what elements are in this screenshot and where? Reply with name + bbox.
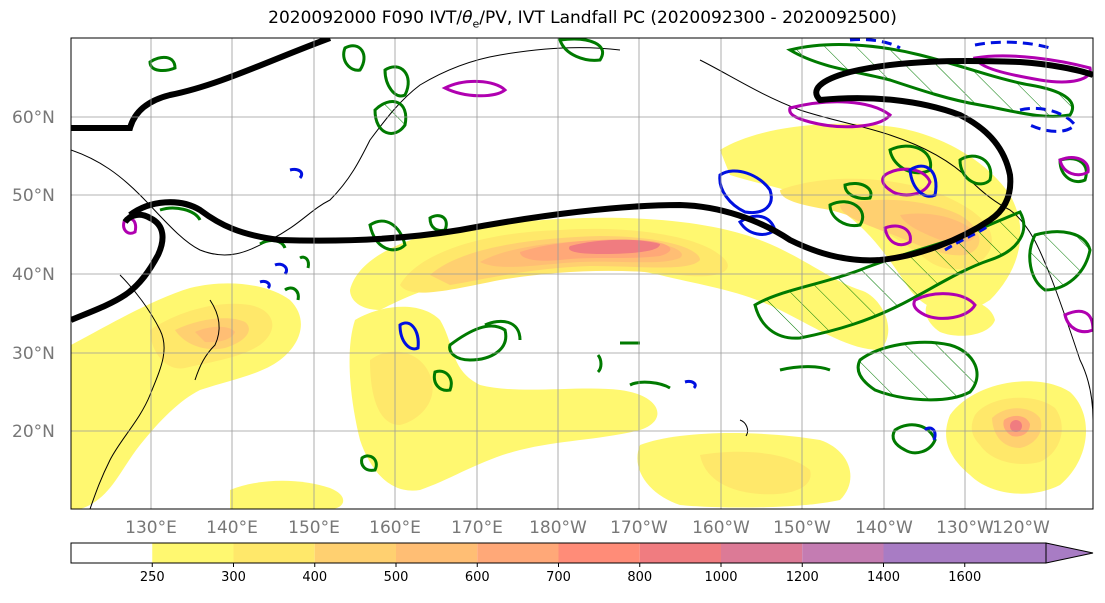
colorbar-tick-label: 250 (140, 570, 165, 585)
colorbar-cell (71, 543, 153, 563)
landfall-contours (71, 38, 1093, 323)
lon-label-180w: 180°W (529, 518, 587, 538)
lon-label-140w: 140°W (855, 518, 913, 538)
colorbar-cell (152, 543, 234, 563)
colorbar: 250 300 400 500 600 700 800 1000 1200 1400 1600 (70, 542, 1094, 585)
lat-label-50n: 50°N (12, 186, 55, 206)
graticule (71, 38, 1093, 509)
coastlines (71, 47, 1093, 509)
lat-label-60n: 60°N (12, 108, 55, 128)
colorbar-tick-label: 1000 (704, 570, 737, 585)
lon-label-170w: 170°W (610, 518, 668, 538)
colorbar-tick-label: 300 (221, 570, 246, 585)
colorbar-tick-label: 1600 (948, 570, 981, 585)
lon-label-120w: 120°W (992, 518, 1050, 538)
colorbar-cell (802, 543, 884, 563)
colorbar-cell (477, 543, 559, 563)
colorbar-tick-label: 1400 (867, 570, 900, 585)
colorbar-cell (721, 543, 803, 563)
lon-label-150e: 150°E (288, 518, 340, 538)
colorbar-tick-label: 1200 (786, 570, 819, 585)
lon-label-130w: 130°W (936, 518, 994, 538)
map-title: 2020092000 F090 IVT/θe/PV, IVT Landfall … (268, 8, 897, 31)
longitude-labels: 130°E 140°E 150°E 160°E 170°E 180°W 170°… (125, 518, 1050, 538)
colorbar-tick-label: 500 (384, 570, 409, 585)
latitude-labels: 60°N 50°N 40°N 30°N 20°N (12, 108, 55, 442)
colorbar-cell (558, 543, 640, 563)
colorbar-tick-label: 400 (302, 570, 327, 585)
lat-label-30n: 30°N (12, 344, 55, 364)
lon-label-160e: 160°E (369, 518, 421, 538)
colorbar-cell (396, 543, 478, 563)
colorbar-cell (314, 543, 396, 563)
lon-label-150w: 150°W (773, 518, 831, 538)
map-frame (70, 37, 1094, 510)
colorbar-cell (639, 543, 721, 563)
lon-label-140e: 140°E (206, 518, 258, 538)
lat-label-40n: 40°N (12, 265, 55, 285)
lon-label-170e: 170°E (451, 518, 503, 538)
colorbar-extend-arrow (1045, 542, 1094, 564)
lon-label-130e: 130°E (125, 518, 177, 538)
blue-contours (259, 38, 1077, 441)
ivt-shading-tropical-cyclone (946, 381, 1087, 494)
colorbar-tick-label: 800 (627, 570, 652, 585)
lon-label-160w: 160°W (692, 518, 750, 538)
colorbar-tick-label: 600 (465, 570, 490, 585)
colorbar-cell (883, 543, 1046, 563)
lat-label-20n: 20°N (12, 422, 55, 442)
colorbar-cell (233, 543, 315, 563)
ivt-shading-west-pacific (71, 283, 301, 509)
colorbar-tick-label: 700 (546, 570, 571, 585)
